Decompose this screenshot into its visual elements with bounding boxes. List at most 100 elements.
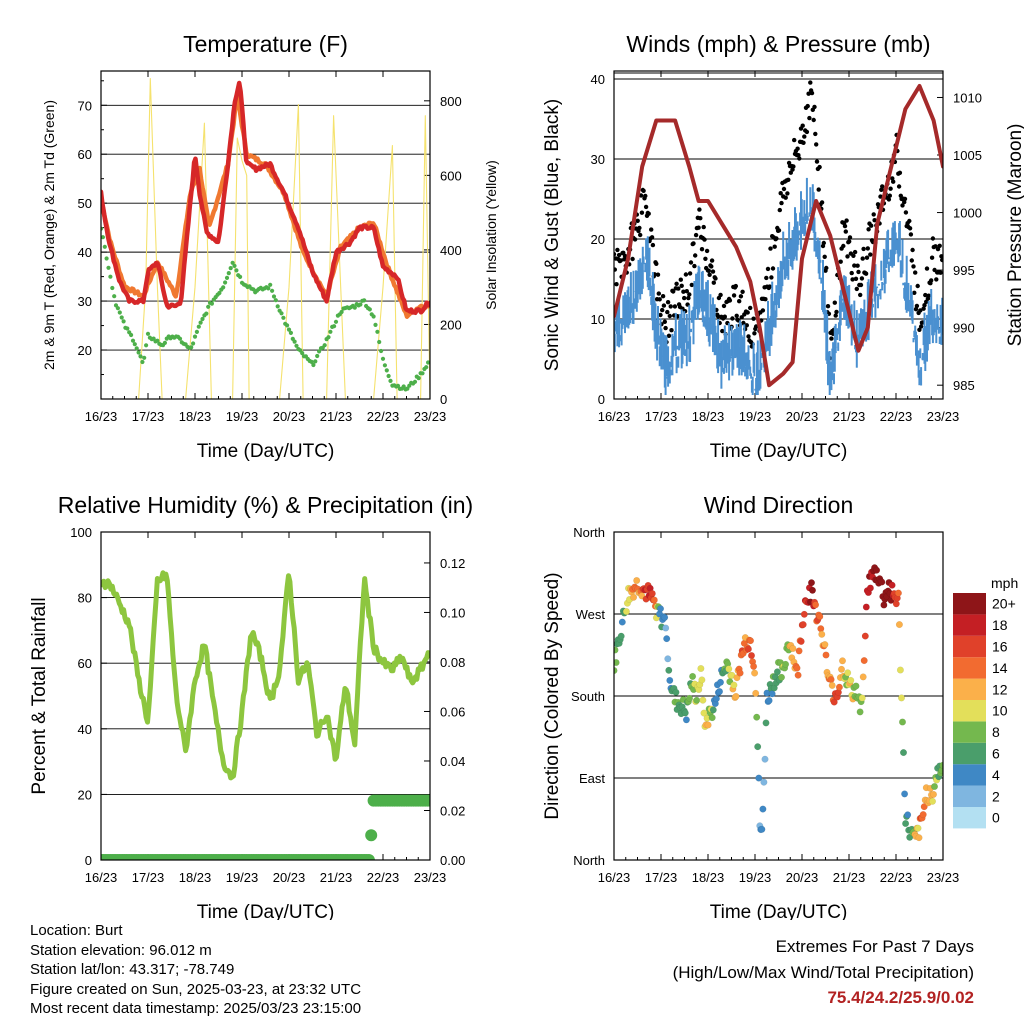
gust-point bbox=[878, 194, 883, 199]
colorbar-label: 6 bbox=[992, 746, 1000, 762]
y-tick-label: 40 bbox=[78, 245, 92, 260]
direction-point bbox=[663, 635, 671, 643]
direction-point bbox=[709, 706, 717, 714]
gust-point bbox=[734, 313, 739, 318]
y2-tick-label: 0.02 bbox=[440, 803, 465, 818]
gust-point bbox=[915, 283, 920, 289]
dewpoint-point bbox=[426, 360, 430, 365]
direction-point bbox=[821, 641, 829, 649]
direction-point bbox=[747, 637, 755, 645]
direction-point bbox=[800, 610, 808, 618]
gust-point bbox=[718, 292, 723, 298]
dewpoint-point bbox=[333, 319, 339, 324]
plot-frame bbox=[613, 531, 944, 861]
gust-point bbox=[938, 270, 943, 275]
direction-point bbox=[682, 716, 690, 724]
dewpoint-point bbox=[102, 244, 107, 249]
colorbar-swatch bbox=[953, 635, 986, 658]
plot-frame bbox=[613, 70, 944, 400]
direction-point bbox=[789, 645, 797, 653]
gust-point bbox=[811, 117, 816, 123]
direction-point bbox=[753, 713, 761, 721]
gust-point bbox=[817, 164, 822, 170]
dewpoint-point bbox=[375, 329, 380, 334]
x-tick-label: 18/23 bbox=[692, 409, 725, 424]
gust-point bbox=[660, 307, 665, 313]
gust-point bbox=[802, 134, 807, 139]
gust-point bbox=[615, 247, 620, 253]
dewpoint-point bbox=[273, 298, 278, 303]
dewpoint-point bbox=[367, 307, 372, 312]
dewpoint-point bbox=[279, 311, 284, 316]
direction-point bbox=[752, 689, 760, 697]
direction-point bbox=[712, 695, 720, 703]
y2-tick-label: 0.08 bbox=[440, 655, 465, 670]
direction-point bbox=[901, 790, 909, 798]
y-tick-label: 100 bbox=[70, 525, 92, 540]
dewpoint-point bbox=[217, 290, 222, 296]
gust-point bbox=[727, 298, 733, 303]
dewpoint-point bbox=[204, 311, 209, 316]
dewpoint-point bbox=[300, 351, 305, 356]
gust-point bbox=[922, 303, 927, 308]
gust-point bbox=[643, 193, 648, 199]
gust-point bbox=[649, 227, 654, 232]
x-tick-label: 20/23 bbox=[273, 409, 306, 424]
direction-point bbox=[929, 797, 937, 805]
direction-point bbox=[698, 676, 706, 684]
dewpoint-point bbox=[112, 294, 117, 299]
gust-point bbox=[855, 263, 860, 268]
gust-point bbox=[656, 291, 661, 296]
colorbar-label: 18 bbox=[992, 617, 1008, 633]
dewpoint-point bbox=[136, 350, 141, 355]
gust-point bbox=[913, 307, 919, 312]
gust-point bbox=[614, 282, 619, 287]
direction-point bbox=[755, 774, 763, 782]
gust-point bbox=[699, 247, 705, 252]
direction-point bbox=[736, 669, 744, 677]
direction-point bbox=[878, 578, 886, 586]
plot-area bbox=[101, 570, 430, 860]
dewpoint-point bbox=[110, 285, 115, 291]
direction-point bbox=[898, 694, 906, 702]
dewpoint-point bbox=[395, 383, 401, 388]
direction-point bbox=[880, 601, 888, 609]
direction-point bbox=[751, 669, 759, 677]
gust-point bbox=[847, 235, 853, 240]
dewpoint-point bbox=[362, 298, 367, 303]
dewpoint-point bbox=[309, 359, 314, 364]
dewpoint-point bbox=[311, 362, 316, 368]
gust-point bbox=[863, 271, 869, 276]
dewpoint-point bbox=[266, 286, 271, 291]
direction-point bbox=[730, 681, 738, 689]
direction-point bbox=[717, 678, 725, 686]
gust-point bbox=[698, 216, 703, 221]
gust-point bbox=[665, 309, 670, 315]
gust-point bbox=[635, 218, 640, 223]
gust-point bbox=[643, 204, 649, 210]
direction-point bbox=[794, 671, 802, 679]
x-tick-label: 21/23 bbox=[320, 870, 353, 885]
gust-point bbox=[812, 104, 817, 110]
series-relative-humidity bbox=[101, 570, 430, 781]
y2-tick-label: 400 bbox=[440, 243, 462, 258]
colorbar-label: 14 bbox=[992, 660, 1008, 676]
chart-title: Wind Direction bbox=[704, 492, 854, 518]
direction-point bbox=[931, 783, 939, 791]
direction-point bbox=[812, 601, 820, 609]
dewpoint-point bbox=[226, 271, 231, 276]
gust-point bbox=[667, 313, 672, 319]
x-axis-label: Time (Day/UTC) bbox=[197, 441, 335, 462]
gust-point bbox=[844, 218, 849, 223]
gust-point bbox=[702, 237, 707, 242]
y-axis-label: Direction (Colored By Speed) bbox=[542, 572, 563, 819]
x-tick-label: 21/23 bbox=[320, 409, 353, 424]
x-tick-label: 22/23 bbox=[880, 409, 913, 424]
direction-point bbox=[873, 566, 881, 574]
dewpoint-point bbox=[230, 260, 235, 265]
direction-point bbox=[915, 834, 923, 842]
colorbar-label: 8 bbox=[992, 724, 1000, 740]
dewpoint-point bbox=[155, 338, 160, 343]
extremes-title: Extremes For Past 7 Days bbox=[775, 937, 974, 956]
gust-point bbox=[689, 282, 694, 288]
